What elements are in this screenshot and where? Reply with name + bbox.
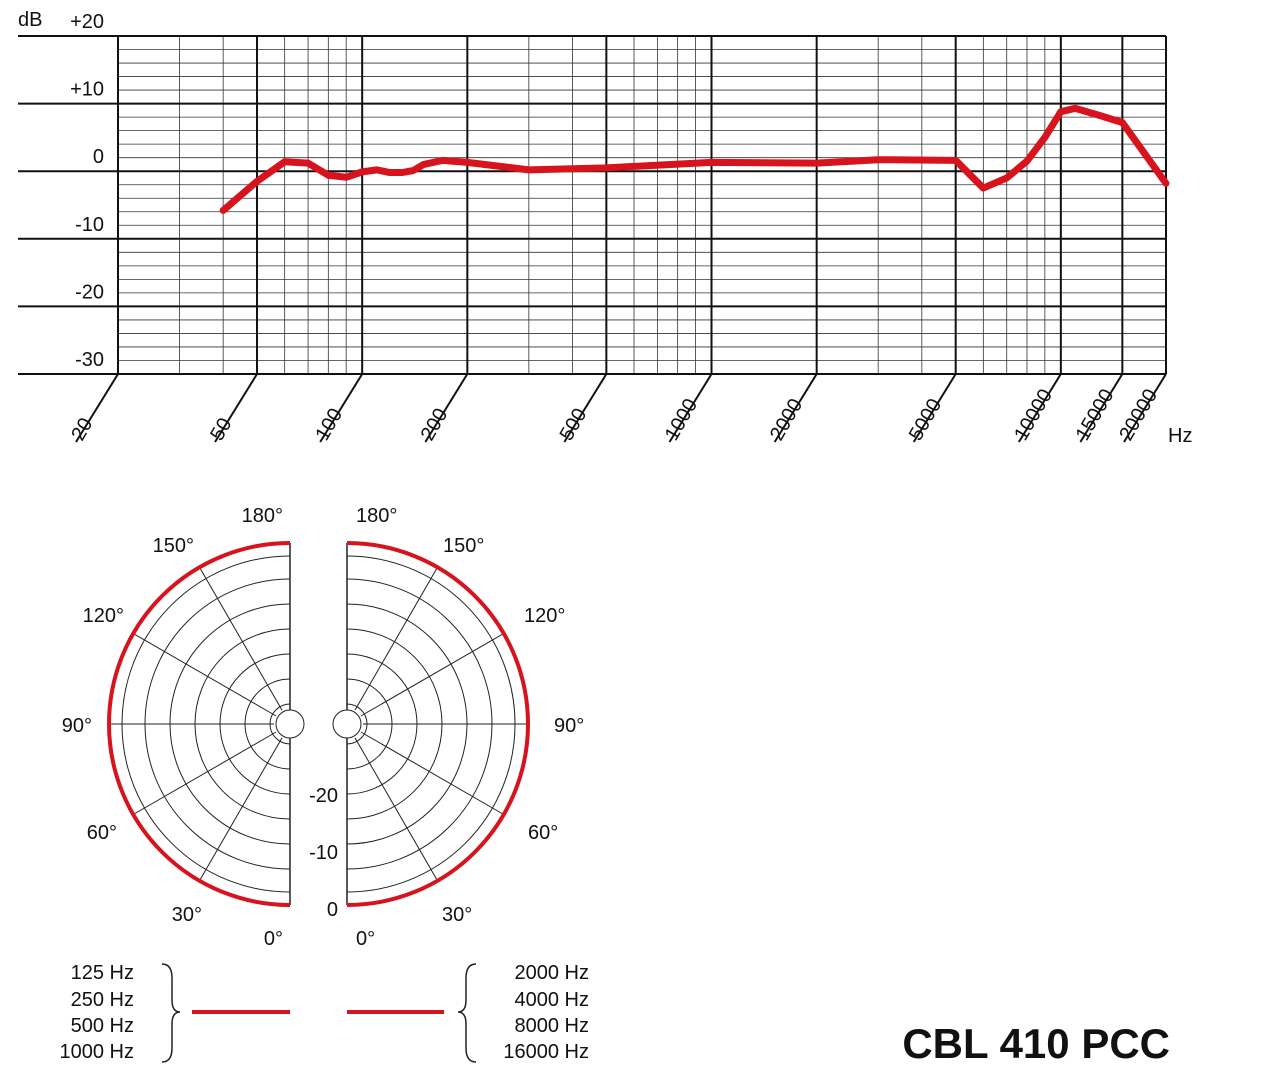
polar-grid-spoke: [360, 633, 505, 717]
polar-angle-label: 180°: [356, 505, 397, 527]
frequency-response-series: [219, 104, 1170, 214]
x-tick-leader: [1017, 373, 1062, 443]
x-tick-label: 1000: [661, 395, 702, 445]
x-tick-label: 20: [67, 414, 97, 444]
polar-angle-label: 30°: [172, 904, 202, 926]
legend-frequency-label: 16000 Hz: [503, 1041, 589, 1063]
polar-left-half: [107, 541, 305, 907]
x-tick-label: 15000: [1072, 385, 1119, 444]
y-axis-label: dB: [18, 9, 42, 31]
x-tick-leader: [214, 373, 258, 443]
x-tick-leader: [773, 373, 818, 443]
legend-brace-right: [457, 963, 477, 1063]
y-tick-label: +10: [70, 79, 104, 101]
polar-radial-label: 0: [327, 899, 338, 921]
x-tick-label: 10000: [1010, 385, 1057, 444]
polar-grid-spoke: [199, 737, 283, 882]
x-axis-label: Hz: [1168, 425, 1192, 447]
polar-angle-label: 90°: [554, 715, 584, 737]
polar-radial-labels: -20 -10 0: [309, 785, 338, 921]
legend-frequency-label: 2000 Hz: [515, 962, 590, 984]
x-tick-label: 500: [556, 405, 592, 445]
x-tick-label: 50: [206, 414, 236, 444]
polar-angle-label: 60°: [528, 822, 558, 844]
polar-angle-label: 30°: [442, 904, 472, 926]
polar-angle-label: 120°: [524, 605, 565, 627]
polar-angle-label: 120°: [83, 605, 124, 627]
polar-grid-spoke: [132, 633, 277, 717]
x-tick-leader: [1079, 373, 1124, 443]
polar-angle-label: 0°: [356, 928, 375, 950]
x-tick-leader: [668, 373, 713, 443]
polar-pattern-chart: 180° 150° 120° 90° 60° 30° 0° 180° 150° 120° 90° 60…: [60, 505, 590, 1063]
y-tick-label: 0: [93, 146, 104, 168]
y-tick-label: -10: [75, 214, 104, 236]
x-tick-leader: [1123, 373, 1167, 443]
frequency-grid-minor: [117, 35, 1167, 375]
frequency-response-line: [219, 104, 1170, 214]
x-tick-label: 20000: [1115, 385, 1162, 444]
x-tick-leader: [912, 373, 957, 443]
polar-grid-spoke: [132, 731, 277, 815]
polar-angle-labels: 180° 150° 120° 90° 60° 30° 0° 180° 150° 120° 90° 60…: [62, 505, 585, 950]
polar-grid-spoke: [354, 566, 438, 711]
polar-angle-label: 60°: [87, 822, 117, 844]
polar-grid-spoke: [360, 731, 505, 815]
frequency-grid-major: [18, 35, 1167, 375]
polar-angle-label: 180°: [242, 505, 283, 527]
legend-frequency-label: 4000 Hz: [515, 989, 590, 1011]
polar-angle-label: 150°: [153, 535, 194, 557]
frequency-y-tick-labels: +20 +10 0 -10 -20 -30: [70, 11, 104, 371]
y-tick-label: +20: [70, 11, 104, 33]
x-tick-label: 200: [417, 405, 453, 445]
polar-angle-label: 0°: [264, 928, 283, 950]
x-tick-leader: [563, 373, 608, 443]
x-tick-label: 2000: [766, 395, 807, 445]
legend-frequency-label: 500 Hz: [71, 1015, 134, 1037]
x-tick-label: 100: [311, 405, 347, 445]
polar-legend: 125 Hz 250 Hz 500 Hz 1000 Hz 2000 Hz 4000 Hz 8…: [60, 962, 590, 1063]
y-tick-label: -20: [75, 281, 104, 303]
polar-response-line: [107, 541, 291, 907]
legend-frequency-label: 1000 Hz: [60, 1041, 135, 1063]
frequency-response-chart: +20 +10 0 -10 -20 -30 20 50 100 200 500 1000 2000 50…: [18, 9, 1192, 447]
y-tick-label: -30: [75, 349, 104, 371]
legend-frequency-label: 250 Hz: [71, 989, 134, 1011]
x-tick-label: 5000: [905, 395, 946, 445]
polar-center: [332, 709, 362, 739]
polar-grid-spoke: [354, 737, 438, 882]
polar-angle-label: 150°: [443, 535, 484, 557]
polar-right-half: [332, 541, 530, 907]
x-tick-leader: [75, 373, 119, 443]
polar-center: [275, 709, 305, 739]
polar-angle-label: 90°: [62, 715, 92, 737]
polar-response-line: [346, 541, 530, 907]
polar-grid-spoke: [199, 566, 283, 711]
legend-frequency-label: 125 Hz: [71, 962, 134, 984]
polar-radial-label: -20: [309, 785, 338, 807]
legend-brace-left: [161, 963, 181, 1063]
x-tick-leader: [424, 373, 469, 443]
x-tick-leader: [319, 373, 364, 443]
model-name: CBL 410 PCC: [902, 1020, 1170, 1067]
polar-radial-label: -10: [309, 842, 338, 864]
legend-frequency-label: 8000 Hz: [515, 1015, 590, 1037]
